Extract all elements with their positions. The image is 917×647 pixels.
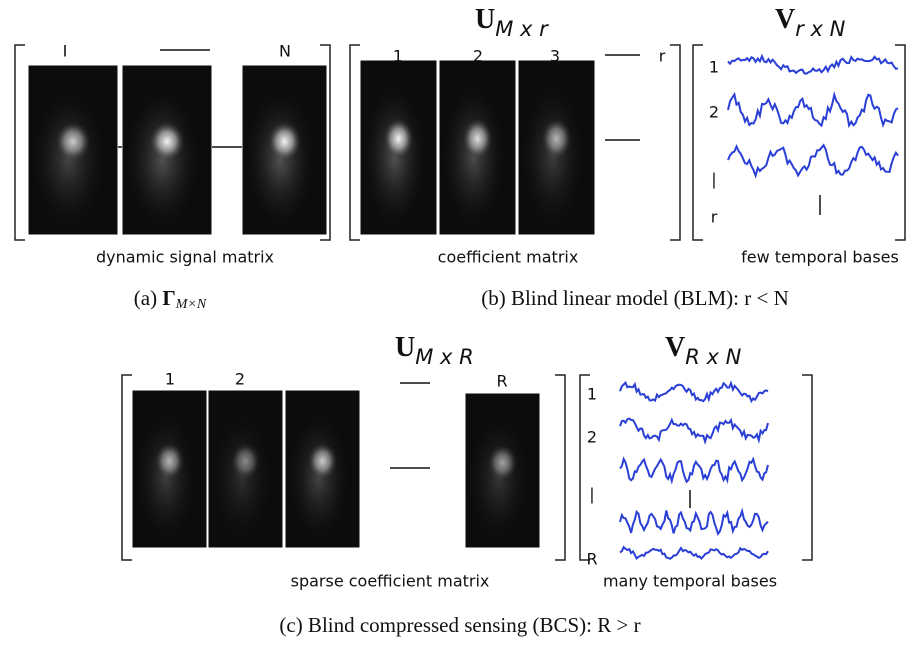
temporal-basis	[619, 417, 769, 445]
temporal-basis	[619, 507, 769, 536]
col-label: 1	[165, 370, 175, 389]
row-label: 1	[587, 385, 597, 404]
temporal-basis	[619, 545, 769, 560]
row-label: r	[711, 208, 718, 227]
title-sub: R x N	[685, 345, 741, 369]
mri-heart	[383, 117, 414, 160]
bracket	[349, 44, 360, 241]
u-title: UM x r	[475, 4, 549, 41]
title-sub: M x R	[415, 345, 474, 369]
caption-label: sparse coefficient matrix	[291, 572, 490, 591]
caption-label: many temporal bases	[603, 572, 777, 591]
caption: (a) ΓM×N	[134, 286, 207, 312]
bracket	[692, 44, 703, 241]
row-label: |	[711, 170, 716, 189]
row-label: R	[586, 550, 597, 569]
mri-heart	[149, 121, 185, 162]
mri-heart	[154, 442, 185, 481]
title-main: U	[395, 332, 415, 363]
mri-heart	[55, 121, 91, 162]
col-label: 1	[393, 47, 403, 66]
temporal-basis	[727, 91, 899, 129]
mri-heart	[541, 117, 572, 160]
mri-heart	[267, 121, 302, 162]
temporal-basis	[619, 456, 769, 485]
bracket	[670, 44, 681, 241]
temporal-basis	[727, 53, 899, 75]
temporal-basis	[619, 380, 769, 404]
title-main: V	[665, 332, 685, 363]
bracket	[895, 44, 906, 241]
col-label: 2	[235, 370, 245, 389]
temporal-basis	[727, 143, 899, 179]
caption-sub: M×N	[175, 297, 207, 312]
mri-heart	[487, 444, 518, 482]
mri-heart	[462, 117, 493, 160]
decorations	[14, 44, 906, 561]
col-label: r	[659, 47, 666, 66]
col-label: R	[496, 372, 507, 391]
caption: (b) Blind linear model (BLM): r < N	[481, 286, 789, 310]
bracket	[121, 374, 132, 561]
v-title: VR x N	[665, 332, 742, 369]
bracket	[802, 374, 813, 561]
caption-prefix: (a)	[134, 286, 157, 310]
title-sub: r x N	[795, 17, 845, 41]
row-label: 1	[709, 58, 719, 77]
mri-heart	[230, 442, 261, 481]
title-main: U	[475, 4, 495, 35]
row-label: 2	[587, 428, 597, 447]
u-title: UM x R	[395, 332, 474, 369]
v-title: Vr x N	[775, 4, 846, 41]
caption: (c) Blind compressed sensing (BCS): R > …	[279, 613, 640, 637]
col-label: I	[63, 42, 68, 61]
caption-symbol: Γ	[162, 286, 175, 310]
caption-label: dynamic signal matrix	[96, 248, 274, 267]
bracket	[579, 374, 590, 561]
col-label: 3	[550, 47, 560, 66]
title-sub: M x r	[495, 17, 549, 41]
col-label: 2	[473, 47, 483, 66]
bracket	[14, 44, 25, 241]
row-label: 2	[709, 103, 719, 122]
bracket	[555, 374, 566, 561]
col-label: N	[279, 42, 291, 61]
bracket	[320, 44, 331, 241]
mri-heart	[307, 442, 338, 481]
title-main: V	[775, 4, 795, 35]
caption-label: coefficient matrix	[438, 248, 579, 267]
caption-label: few temporal bases	[741, 248, 899, 267]
row-label: |	[589, 485, 594, 504]
